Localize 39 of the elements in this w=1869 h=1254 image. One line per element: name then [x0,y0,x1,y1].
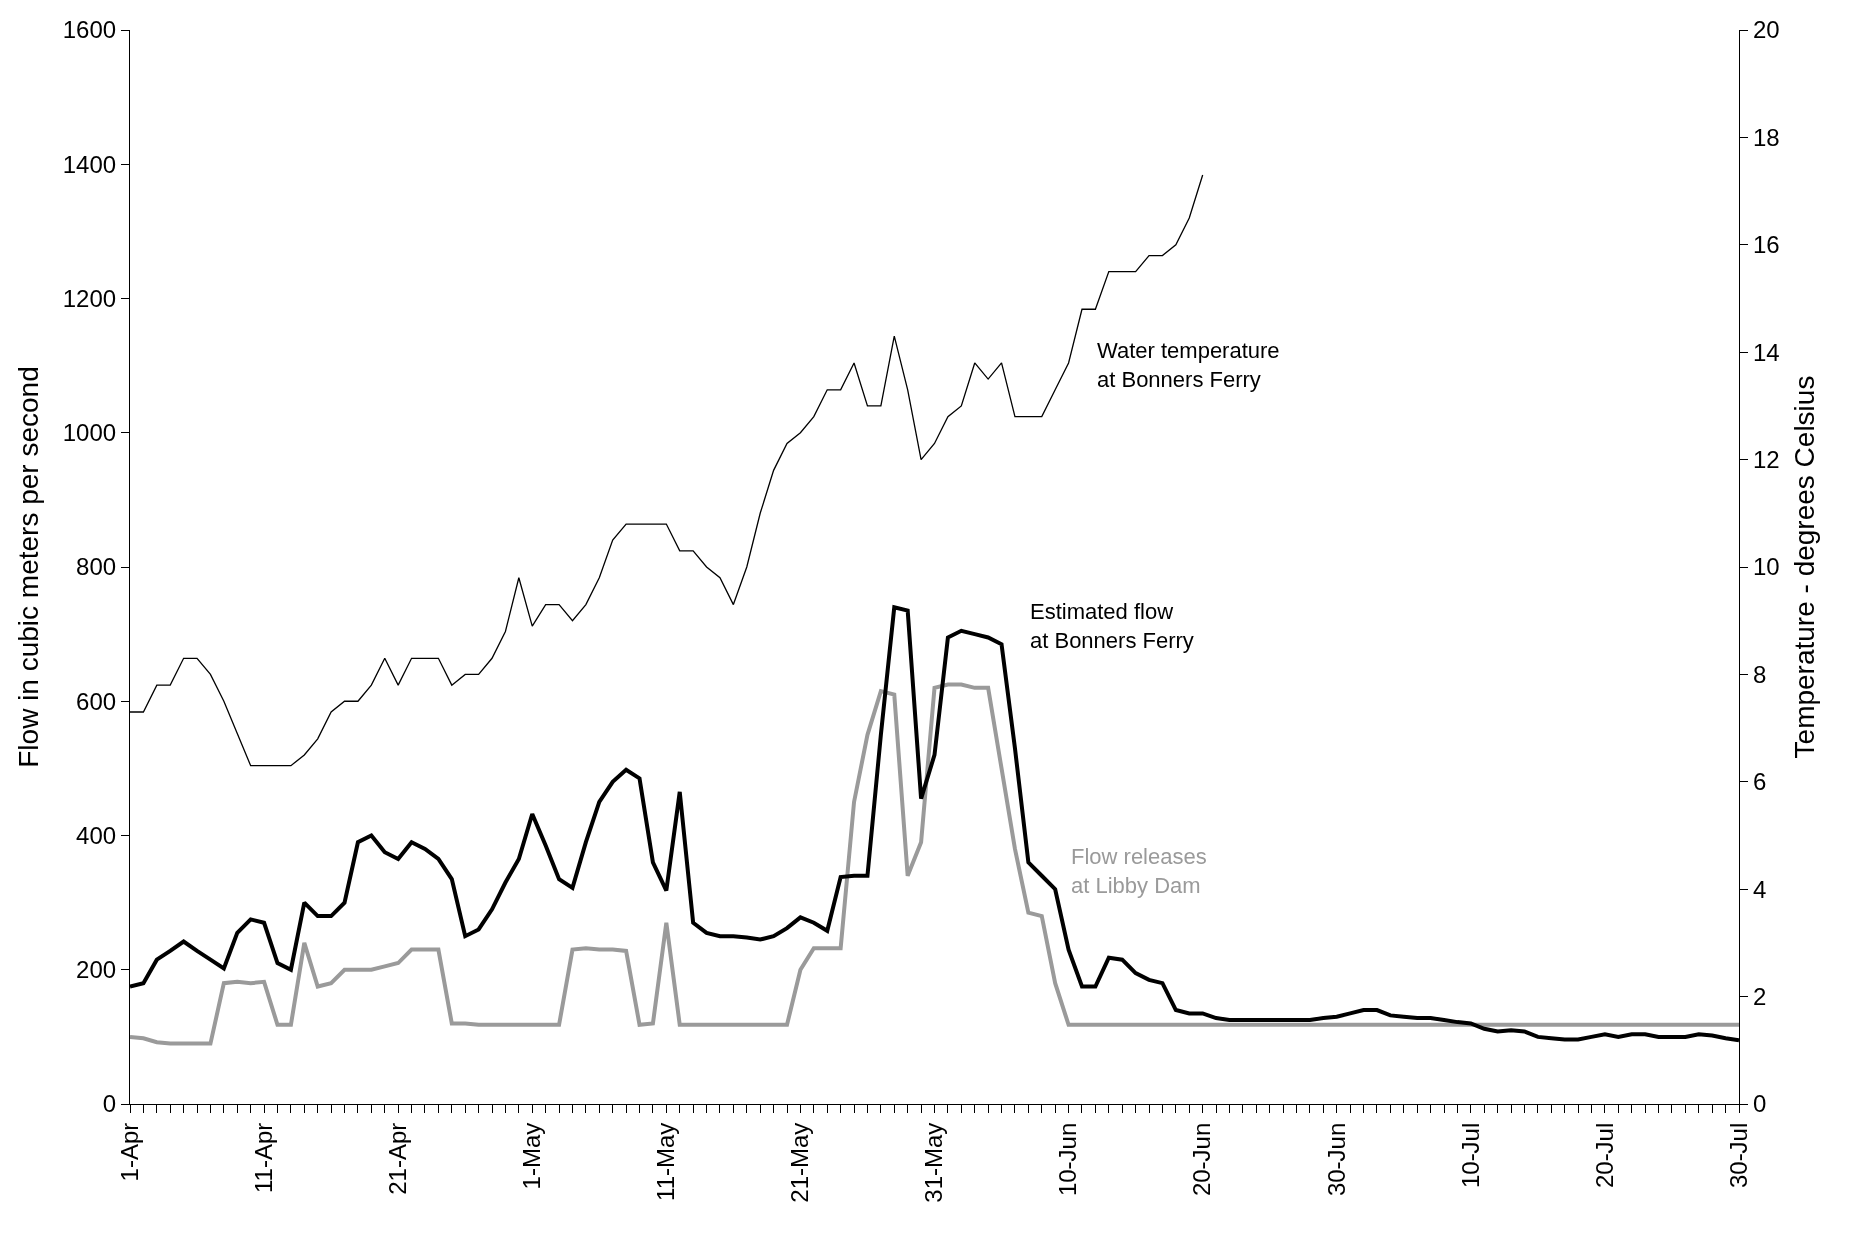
y2-tick-label: 12 [1752,446,1780,473]
y-tick-label: 1000 [62,419,117,447]
y2-tick-label: 2 [1752,983,1767,1010]
y-tick-label: 1200 [62,284,117,312]
x-tick-label: 21-Apr [383,1122,411,1195]
series-label: Estimated flow at Bonners Ferry [1030,599,1194,653]
y2-tick-label: 16 [1752,231,1780,259]
x-tick-label: 20-Jun [1188,1122,1216,1197]
x-tick-label: 30-Jun [1322,1122,1350,1197]
y-tick-label: 800 [76,553,117,581]
y2-tick-label: 8 [1752,660,1767,688]
series-label: Flow releases at Libby Dam [1071,844,1207,898]
y2-tick-label: 20 [1752,16,1780,44]
line-series [130,682,1739,1046]
x-tick-label: 10-Jul [1456,1122,1484,1189]
x-tick-label: 11-May [652,1122,680,1201]
y2-tick-label: 0 [1752,1090,1767,1118]
y-tick-label: 1400 [62,150,117,178]
y-tick-label: 0 [102,1090,117,1118]
x-tick-label: 1-Apr [115,1122,143,1182]
y-tick-label: 600 [76,687,117,715]
y2-tick-label: 4 [1752,875,1767,903]
y-tick-label: 200 [76,956,117,984]
x-tick-label: 31-May [920,1122,948,1203]
y-tick-label: 400 [76,821,117,849]
y2-tick-label: 6 [1752,768,1767,796]
x-tick-label: 10-Jun [1054,1122,1082,1197]
y-tick-label: 1600 [62,16,117,44]
x-tick-label: 1-May [518,1122,546,1190]
series-label: Water temperature at Bonners Ferry [1097,338,1280,392]
y2-axis-title: Temperature - degrees Celsius [1788,375,1820,759]
y2-tick-label: 18 [1752,123,1780,151]
y2-tick-label: 14 [1752,338,1780,366]
x-tick-label: 11-Apr [249,1122,277,1193]
y2-tick-label: 10 [1752,553,1780,581]
x-tick-label: 20-Jul [1590,1122,1618,1189]
y-axis-title: Flow in cubic meters per second [13,366,45,768]
x-tick-label: 30-Jul [1724,1122,1752,1189]
x-tick-label: 21-May [786,1122,814,1203]
